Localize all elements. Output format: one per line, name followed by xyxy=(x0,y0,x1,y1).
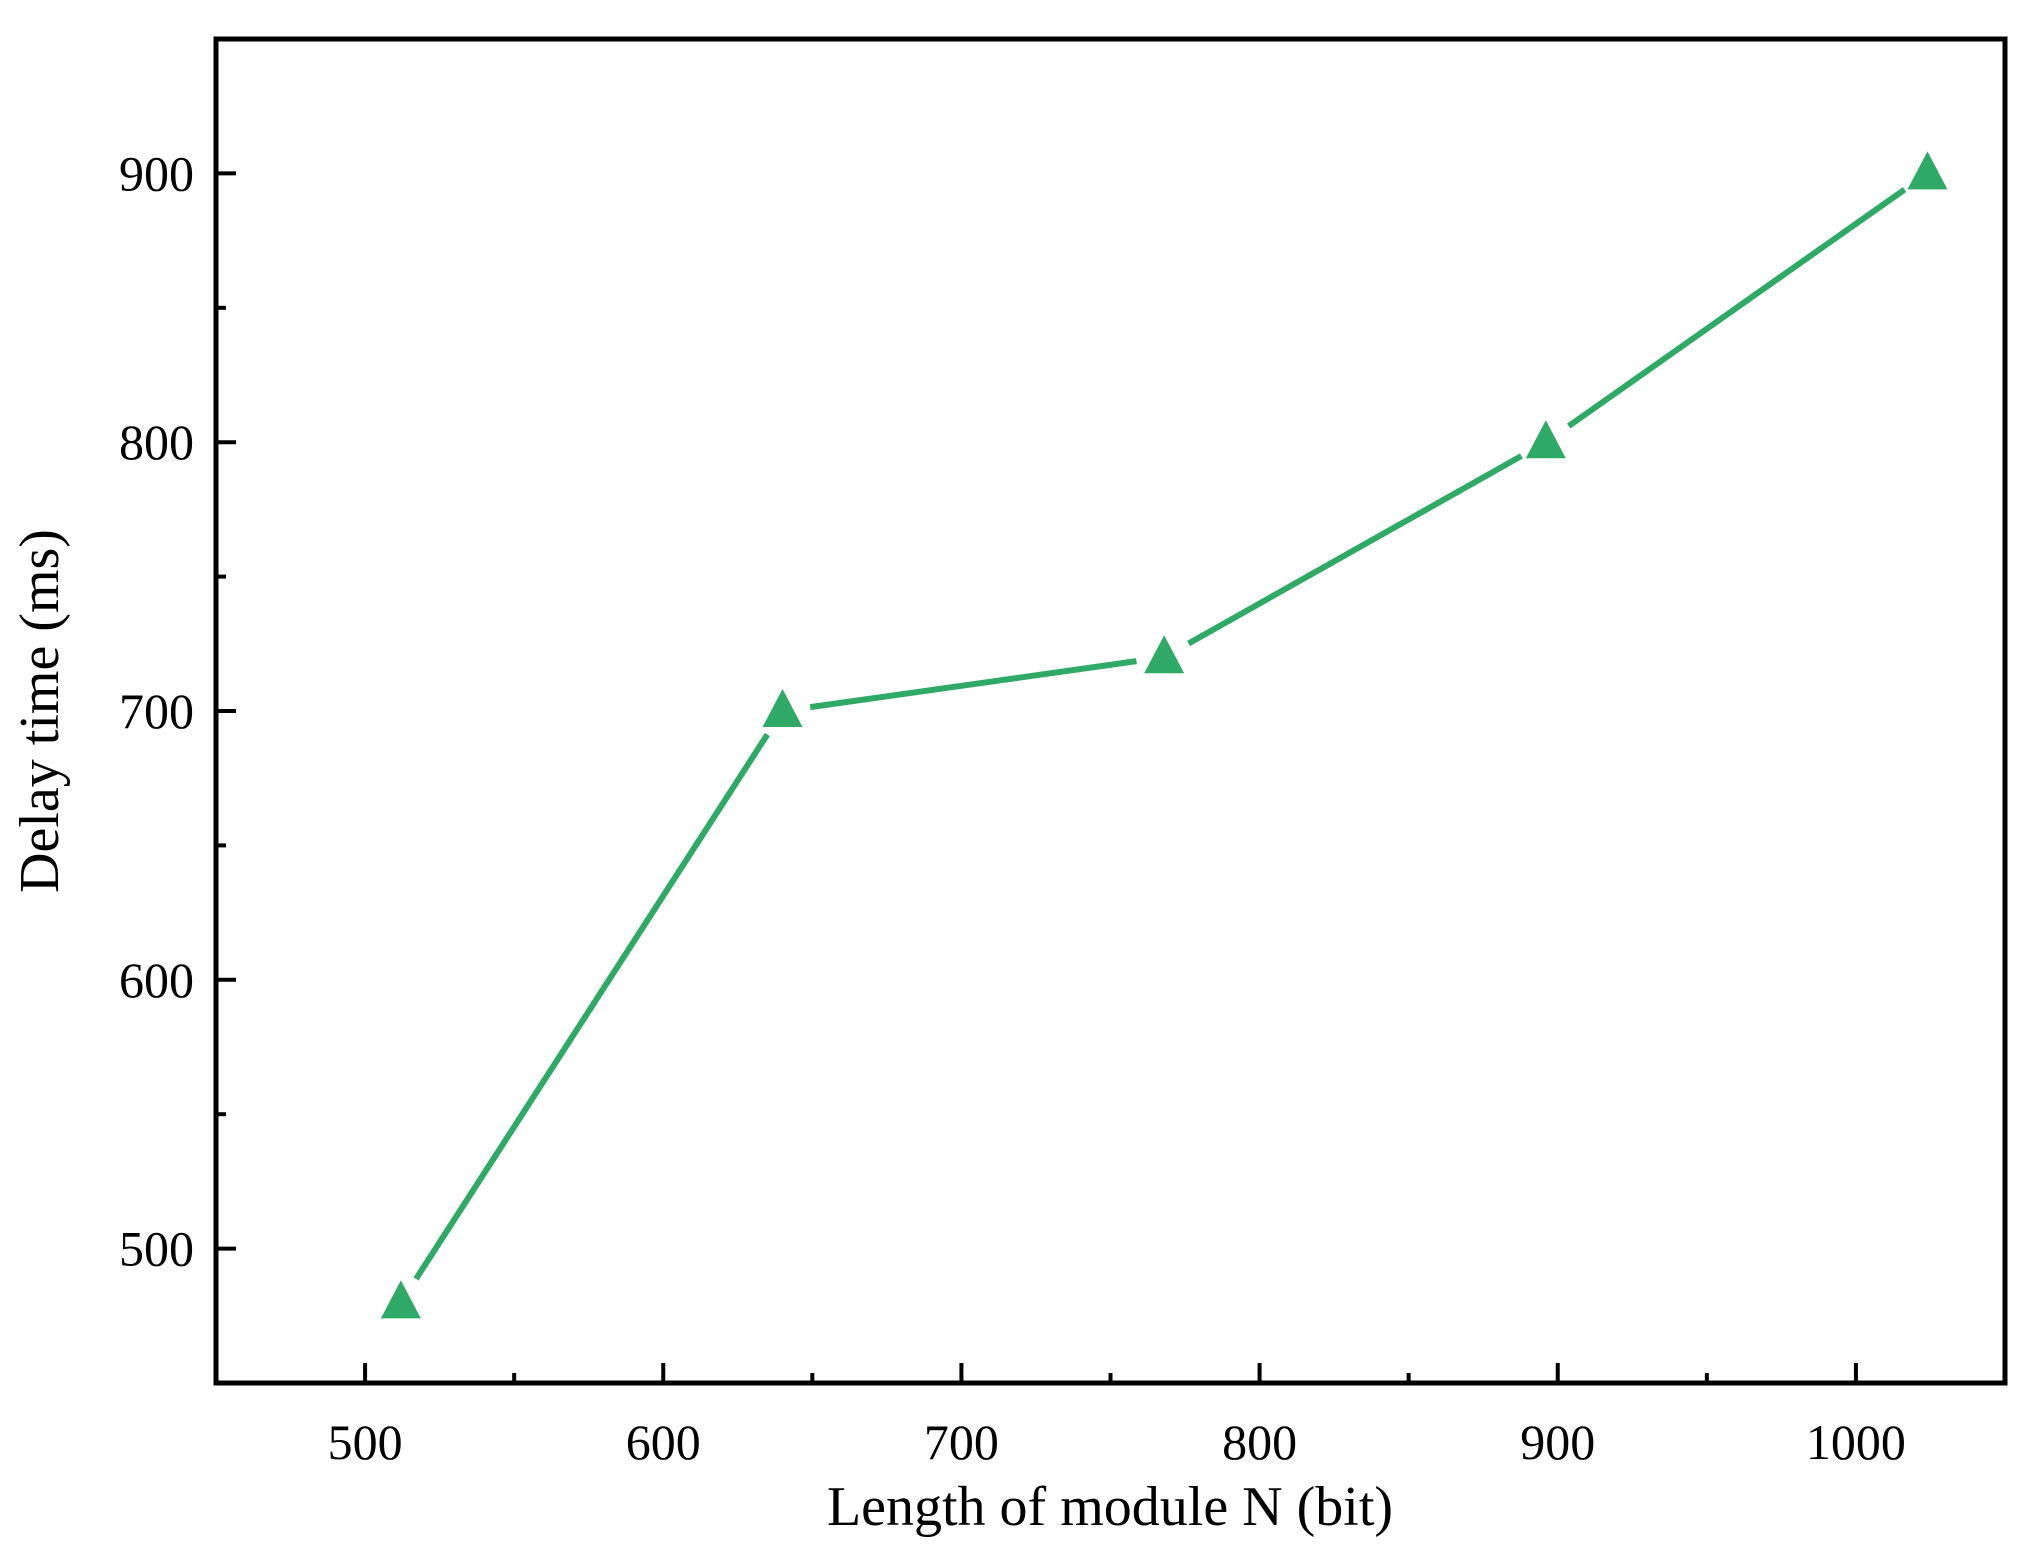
plot-frame xyxy=(213,36,2008,1386)
x-tick-label: 700 xyxy=(924,1414,999,1470)
series-line-segment xyxy=(413,732,770,1281)
series-line-segment xyxy=(1187,453,1523,647)
chart-marks xyxy=(380,151,1948,1319)
y-tick-label: 800 xyxy=(119,414,194,470)
axis-ticks: 500 600 700 800 900 1000 500 600 700 800 900 xyxy=(119,37,1906,1470)
data-point-triangle xyxy=(1525,420,1566,459)
data-point-triangle xyxy=(1144,635,1185,674)
x-tick-label: 900 xyxy=(1520,1414,1595,1470)
y-tick-label: 700 xyxy=(119,683,194,739)
x-tick-label: 500 xyxy=(328,1414,403,1470)
data-point-triangle xyxy=(762,689,803,727)
x-axis-label: Length of module N (bit) xyxy=(827,1476,1393,1538)
series-line-segment xyxy=(1566,187,1907,429)
series-line-segment xyxy=(809,658,1137,711)
y-tick-label: 600 xyxy=(119,952,194,1008)
y-tick-label: 500 xyxy=(119,1221,194,1277)
data-point-triangle xyxy=(1907,151,1948,190)
x-tick-label: 1000 xyxy=(1806,1414,1906,1470)
data-point-triangle xyxy=(380,1280,421,1319)
y-axis-label: Delay time (ms) xyxy=(9,529,71,893)
y-tick-label: 900 xyxy=(119,145,194,201)
x-tick-label: 600 xyxy=(626,1414,701,1470)
x-tick-label: 800 xyxy=(1222,1414,1297,1470)
